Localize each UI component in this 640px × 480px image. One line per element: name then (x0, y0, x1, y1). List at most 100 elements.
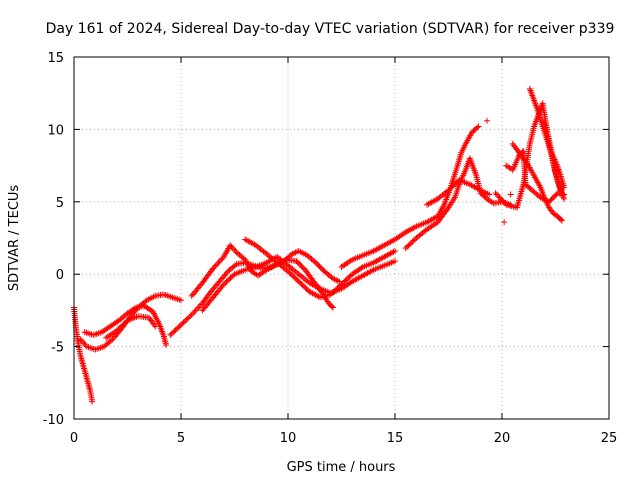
data-point (484, 117, 491, 124)
data-point (497, 195, 504, 202)
data-point (179, 320, 186, 327)
data-point (183, 316, 190, 323)
data-point (214, 261, 221, 268)
data-point (229, 245, 236, 252)
data-point (499, 197, 506, 204)
data-point (392, 258, 398, 265)
data-point (79, 339, 86, 346)
data-point (495, 193, 502, 200)
data-point (445, 187, 452, 194)
data-point (328, 303, 335, 310)
data-point (329, 290, 336, 297)
data-point (180, 319, 187, 326)
data-point (409, 238, 416, 245)
data-point (492, 190, 499, 197)
data-point (519, 149, 526, 156)
data-point (474, 124, 481, 131)
data-point (345, 275, 352, 282)
data-point (392, 248, 398, 255)
data-point (289, 272, 296, 279)
y-tick-label: 15 (47, 51, 64, 66)
data-point (228, 273, 235, 280)
data-point (285, 268, 291, 275)
data-point (218, 256, 225, 263)
data-point (186, 314, 193, 321)
data-point (178, 321, 184, 328)
x-axis-label: GPS time / hours (287, 460, 396, 475)
data-points (71, 85, 568, 405)
data-point (77, 336, 84, 343)
data-point (108, 337, 115, 344)
data-point (290, 273, 297, 280)
data-point (293, 275, 300, 282)
data-point (328, 274, 335, 281)
data-point (335, 283, 342, 290)
data-point (228, 243, 235, 250)
data-point (211, 263, 218, 270)
data-point (333, 286, 340, 293)
data-point (500, 198, 507, 205)
data-point (230, 272, 237, 279)
data-point (220, 281, 227, 288)
data-point (219, 282, 226, 289)
data-point (343, 276, 350, 283)
data-point (299, 282, 306, 289)
y-tick-label: 10 (47, 123, 64, 138)
data-point (215, 259, 222, 266)
data-point (219, 255, 226, 262)
data-point (232, 248, 239, 255)
data-point (182, 318, 189, 325)
data-point (338, 281, 345, 288)
data-point (81, 340, 88, 347)
data-point (334, 285, 341, 292)
data-point (553, 191, 560, 198)
x-tick-label: 15 (387, 431, 404, 446)
data-point (402, 245, 409, 252)
data-point (116, 325, 123, 332)
data-point (331, 287, 338, 294)
data-point (227, 275, 234, 282)
data-point (342, 277, 349, 284)
x-tick-label: 5 (177, 431, 185, 446)
data-point (168, 330, 175, 337)
data-point (194, 305, 201, 312)
data-point (301, 283, 308, 290)
data-point (327, 291, 334, 298)
data-point (226, 276, 233, 283)
x-tick-label: 25 (601, 431, 618, 446)
data-point (337, 282, 344, 289)
data-point (232, 262, 239, 269)
data-point (131, 305, 138, 312)
data-point (142, 298, 149, 305)
x-tick-label: 20 (494, 431, 511, 446)
data-point (286, 269, 293, 276)
data-point (346, 273, 353, 280)
data-point (302, 284, 309, 291)
data-point (117, 323, 124, 330)
data-point (187, 313, 194, 320)
data-point (172, 326, 179, 333)
data-point (223, 278, 230, 285)
data-point (493, 191, 500, 198)
data-point (212, 262, 219, 269)
data-point (501, 200, 508, 207)
data-point (329, 304, 336, 311)
data-point (561, 184, 568, 191)
chart-title: Day 161 of 2024, Sidereal Day-to-day VTE… (46, 21, 615, 37)
data-point (196, 303, 203, 310)
data-point (341, 278, 348, 285)
data-point (475, 123, 482, 130)
x-tick-label: 10 (280, 431, 297, 446)
data-point (178, 297, 184, 304)
data-point (120, 321, 127, 328)
data-point (163, 342, 170, 349)
data-point (453, 179, 460, 186)
data-point (184, 315, 191, 322)
data-point (210, 265, 217, 272)
data-point (536, 193, 543, 200)
y-axis-label: SDTVAR / TECUs (7, 185, 22, 292)
data-point (115, 326, 122, 333)
data-point (339, 280, 346, 287)
data-point (152, 323, 159, 330)
data-point (222, 280, 229, 287)
